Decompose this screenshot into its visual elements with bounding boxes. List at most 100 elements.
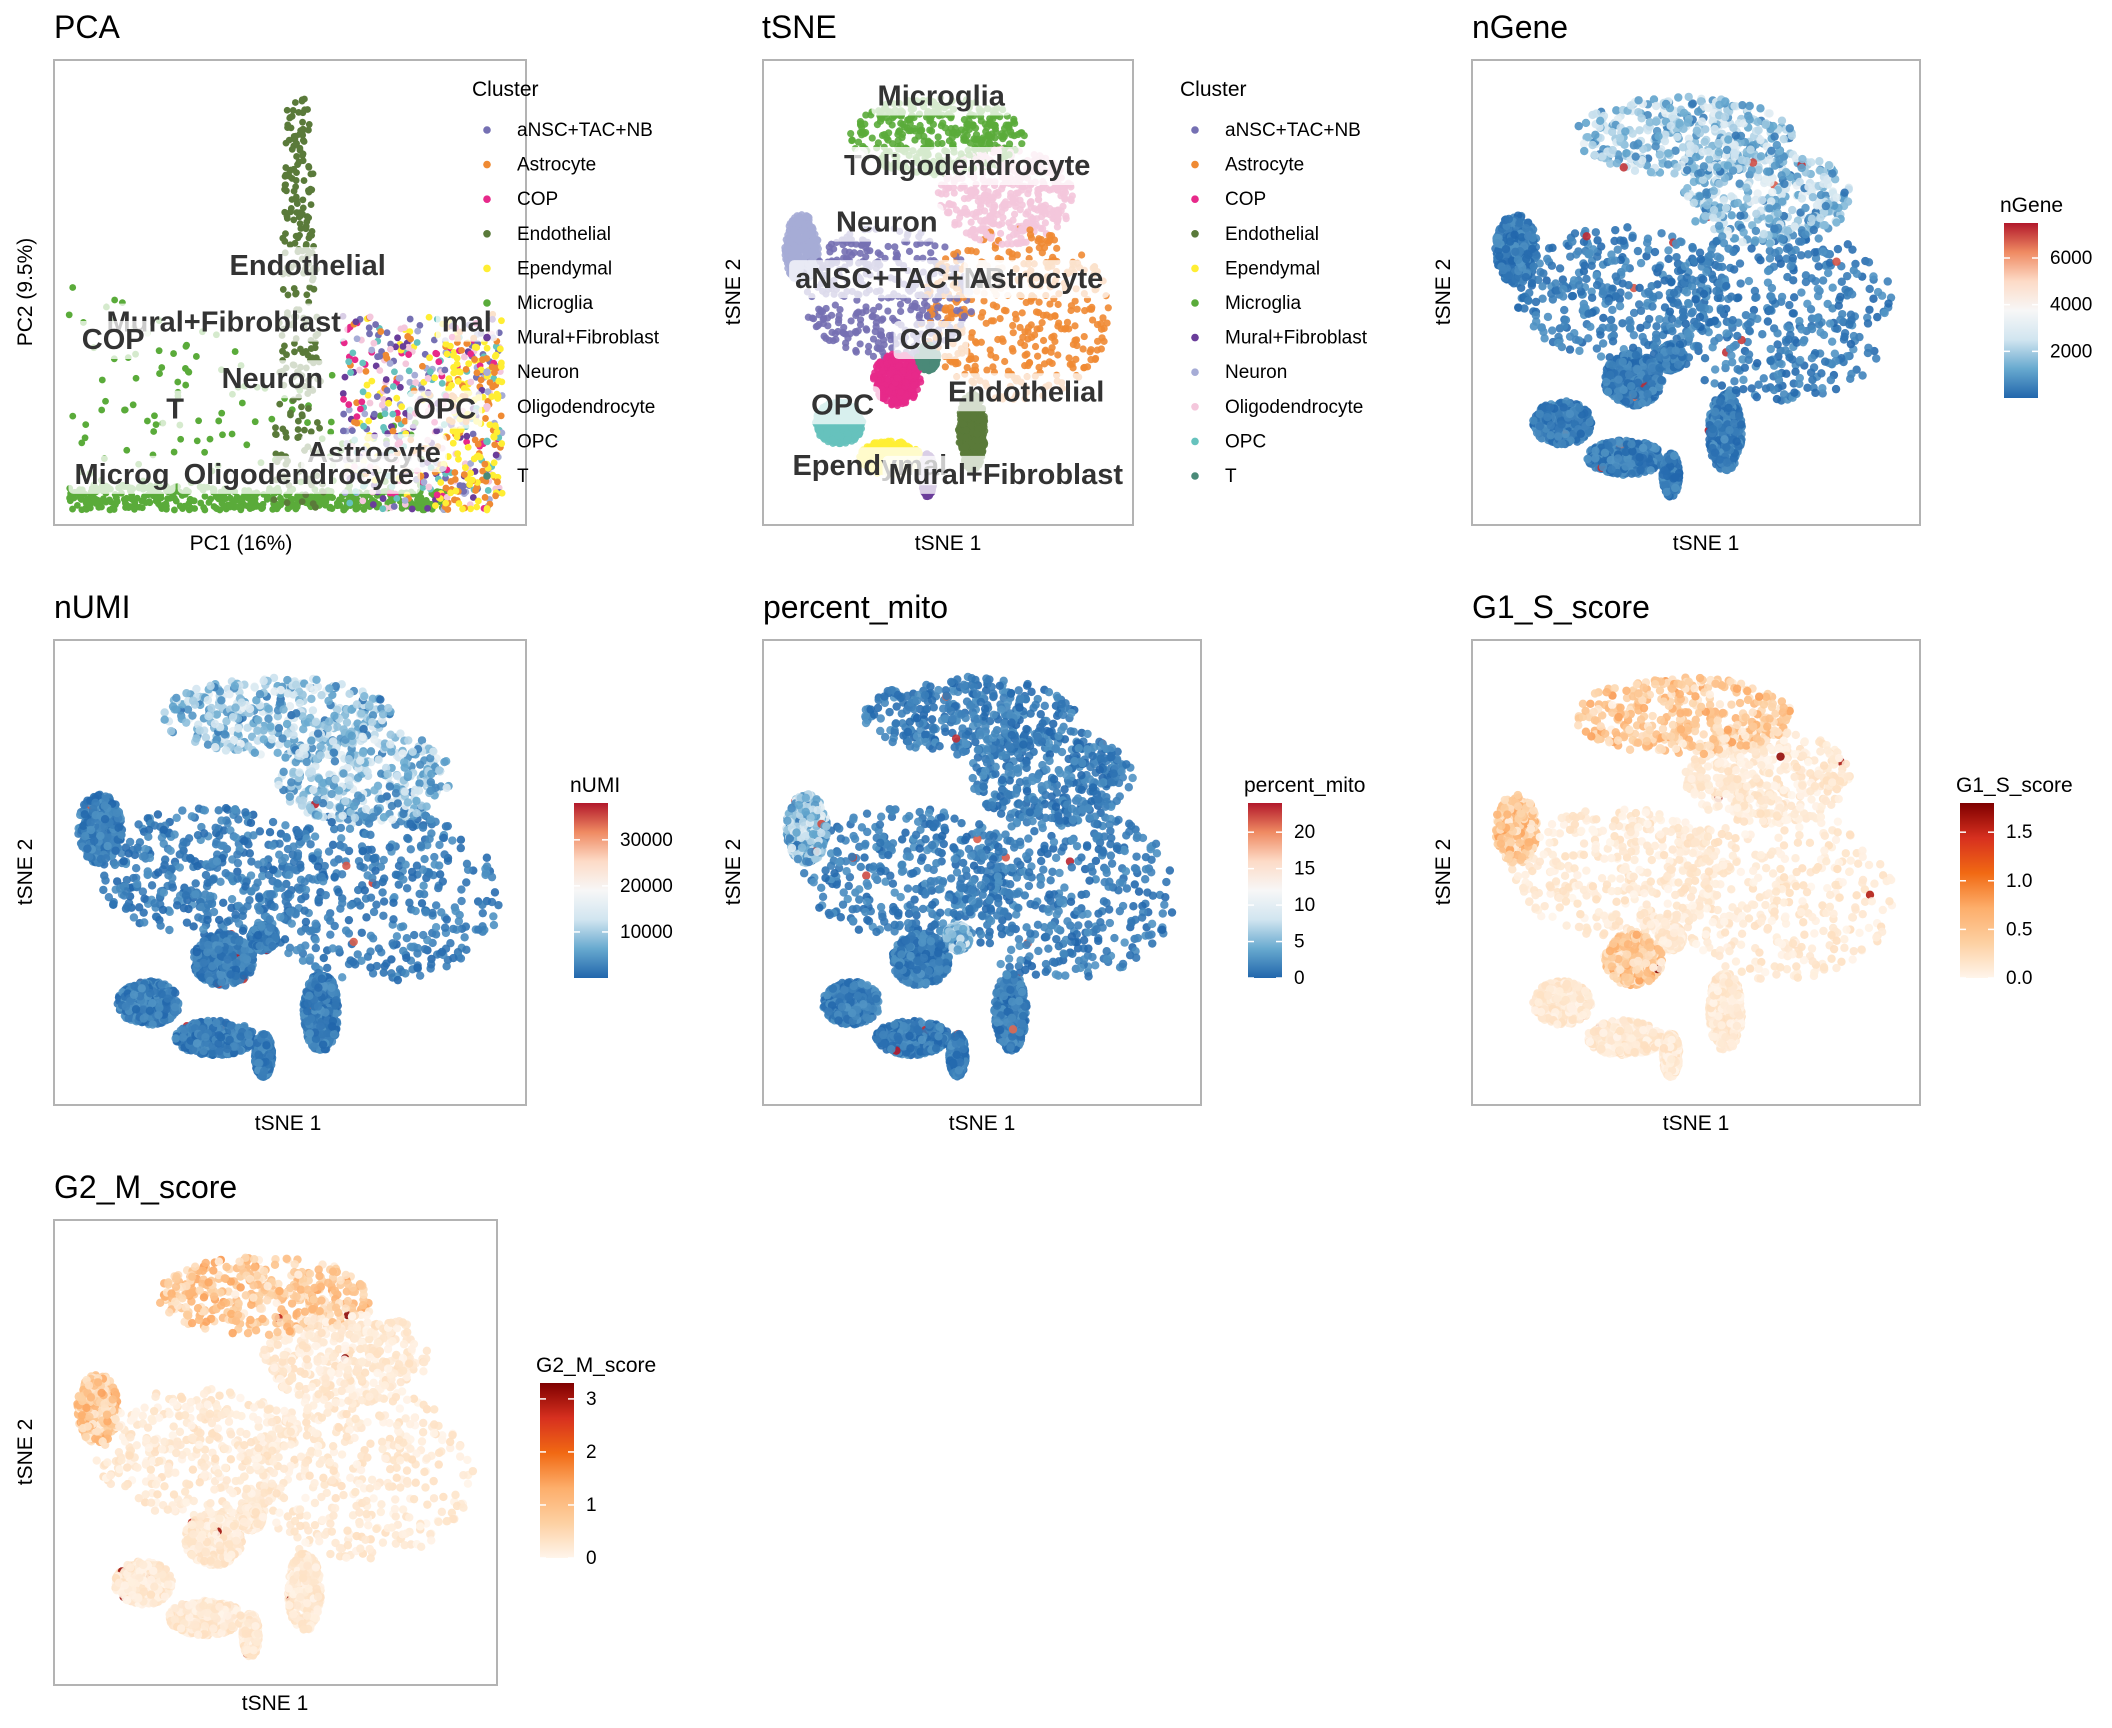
pca-legend-entry: COP (517, 189, 558, 210)
tsne-legend-entry: Oligodendrocyte (1225, 397, 1363, 418)
g2m-colorbar-tick: 0 (586, 1548, 597, 1569)
pca-cluster-label-bg (223, 247, 392, 286)
pca-legend-swatch (483, 195, 491, 203)
g1s-legend-title: G1_S_score (1956, 774, 2073, 797)
g1s-y-axis-label: tSNE 2 (1432, 839, 1455, 906)
g1s-colorbar-tick: 0.5 (2006, 919, 2032, 940)
tsne-cluster-label: Oligodendrocyte (860, 150, 1090, 182)
tsne-legend-entry: Neuron (1225, 362, 1287, 383)
pca-title: PCA (54, 9, 120, 45)
tsne-cluster-label: Neuron (836, 207, 938, 239)
numi-colorbar-tick: 20000 (620, 876, 673, 897)
g2m-title: G2_M_score (54, 1169, 237, 1205)
pca-cluster-label: T (166, 394, 184, 426)
tsne-legend-swatch (1191, 230, 1199, 238)
tsne-x-axis-label: tSNE 1 (915, 532, 982, 555)
pca-cluster-label-bg (407, 390, 483, 429)
g1s-points (1491, 673, 1897, 1081)
pca-cluster-label: Oligodendrocyte (184, 459, 414, 491)
tsne-cluster-label: COP (900, 324, 963, 356)
tsne-legend-swatch (1191, 160, 1199, 169)
ngene-colorbar-tick: 2000 (2050, 341, 2092, 362)
g2m-colorbar-tick: 3 (586, 1389, 597, 1410)
pca-legend-entry: Oligodendrocyte (517, 397, 655, 418)
numi-panel: nUMI tSNE 1 tSNE 2 nUMI 10000 20000 30000 (14, 589, 673, 1135)
tsne-legend-swatch (1191, 472, 1199, 480)
numi-colorbar-tick: 10000 (620, 922, 673, 943)
pca-cluster-label: Endothelial (230, 250, 386, 282)
tsne-legend-swatch (1191, 437, 1199, 446)
pca-legend-swatch (483, 333, 491, 342)
ngene-legend-title: nGene (2000, 194, 2063, 217)
mito-title: percent_mito (763, 589, 948, 625)
pca-legend-swatch (483, 472, 491, 480)
pca-cluster-label-bg (100, 303, 348, 342)
tsne-cluster-label-bg (963, 260, 1110, 299)
pca-legend-entry: Ependymal (517, 258, 612, 279)
ngene-x-axis-label: tSNE 1 (1673, 532, 1740, 555)
mito-points (782, 672, 1177, 1081)
tsne-legend-swatch (1191, 368, 1199, 377)
mito-colorbar (1248, 803, 1282, 978)
tsne-legend-entry: Astrocyte (1225, 155, 1304, 176)
pca-legend-entry: Mural+Fibroblast (517, 328, 660, 349)
tsne-cluster-label-bg (830, 203, 944, 242)
pca-legend-entry: Neuron (517, 362, 579, 383)
tsne-legend-entry: COP (1225, 189, 1266, 210)
tsne-panel: tSNE tSNE 1 tSNE 2 Microglia T Oligodendrocyt… (722, 9, 1368, 555)
pca-cluster-label-bg (68, 455, 176, 494)
tsne-legend-entry: aNSC+TAC+NB (1225, 120, 1361, 141)
ngene-title: nGene (1472, 9, 1568, 45)
g1s-colorbar-tick: 1.5 (2006, 822, 2032, 843)
pca-legend-entry: aNSC+TAC+NB (517, 120, 653, 141)
tsne-cluster-label: Mural+Fibroblast (889, 459, 1124, 491)
pca-y-axis-label: PC2 (9.5%) (14, 238, 37, 347)
ngene-colorbar-tick: 4000 (2050, 295, 2092, 316)
g2m-x-axis-label: tSNE 1 (242, 1692, 309, 1715)
g2m-y-axis-label: tSNE 2 (14, 1419, 37, 1486)
g2m-colorbar-tick: 1 (586, 1495, 597, 1516)
g2m-colorbar (540, 1383, 574, 1558)
pca-legend-swatch (483, 368, 491, 377)
tsne-legend-swatch (1191, 403, 1199, 411)
numi-title: nUMI (54, 589, 130, 625)
g1s-colorbar (1960, 803, 1994, 978)
tsne-legend-entry: OPC (1225, 431, 1266, 452)
pca-legend-entry: Microglia (517, 293, 593, 314)
pca-legend-title: Cluster (472, 78, 539, 101)
tsne-title: tSNE (762, 9, 837, 45)
pca-cluster-label-bg (177, 455, 421, 494)
mito-colorbar-tick: 5 (1294, 932, 1305, 953)
pca-legend-swatch (483, 160, 491, 169)
tsne-cluster-label-bg (871, 77, 1012, 116)
tsne-cluster-label-bg (882, 455, 1130, 494)
mito-colorbar-tick: 0 (1294, 968, 1305, 989)
tsne-legend-swatch (1191, 299, 1199, 307)
pca-legend-swatch (483, 299, 491, 307)
g2m-panel: G2_M_score tSNE 1 tSNE 2 G2_M_score 0 1 2 3 (14, 1169, 656, 1715)
tsne-legend-entry: Endothelial (1225, 224, 1319, 245)
pca-legend-entry: OPC (517, 431, 558, 452)
tsne-cluster-label: Microglia (878, 80, 1006, 112)
pca-cluster-label-bg (435, 303, 498, 342)
numi-y-axis-label: tSNE 2 (14, 839, 37, 906)
numi-colorbar-tick: 30000 (620, 830, 673, 851)
tsne-cluster-label-bg (942, 373, 1111, 412)
numi-x-axis-label: tSNE 1 (255, 1112, 322, 1135)
tsne-cluster-label: Endothelial (948, 376, 1104, 408)
pca-cluster-label-bg (215, 360, 330, 399)
pca-legend-swatch (483, 264, 491, 273)
pca-legend-entry: Endothelial (517, 224, 611, 245)
mito-panel: percent_mito tSNE 1 tSNE 2 percent_mito 0 5 10… (722, 589, 1365, 1135)
ngene-y-axis-label: tSNE 2 (1432, 259, 1455, 326)
mito-x-axis-label: tSNE 1 (949, 1112, 1016, 1135)
pca-legend-swatch (483, 230, 491, 238)
mito-colorbar-tick: 15 (1294, 859, 1315, 880)
pca-legend-entry: Astrocyte (517, 155, 596, 176)
tsne-cluster-label-bg (805, 386, 881, 425)
numi-legend-title: nUMI (570, 774, 620, 797)
pca-cluster-label-bg (75, 321, 151, 360)
g1s-colorbar-tick: 0.0 (2006, 968, 2032, 989)
g1s-title: G1_S_score (1472, 589, 1650, 625)
